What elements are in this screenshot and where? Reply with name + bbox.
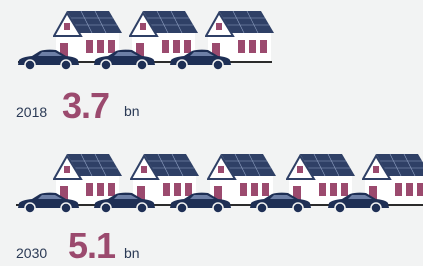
year-label: 2030 <box>16 245 47 261</box>
value: 3.7 <box>62 85 109 126</box>
unit: bn <box>124 103 140 119</box>
infographic: 2018 3.7 bn 2030 5.1 bn <box>0 0 423 261</box>
unit: bn <box>124 245 140 261</box>
year-label: 2018 <box>16 104 47 120</box>
page: 2018 3.7 bn 2030 5.1 bn (() => { const d… <box>0 0 423 261</box>
row-2030-icons <box>16 154 423 213</box>
row-2018-icons <box>18 11 274 70</box>
house-icon <box>206 11 274 62</box>
house-icon <box>208 154 276 205</box>
value: 5.1 <box>68 225 116 261</box>
